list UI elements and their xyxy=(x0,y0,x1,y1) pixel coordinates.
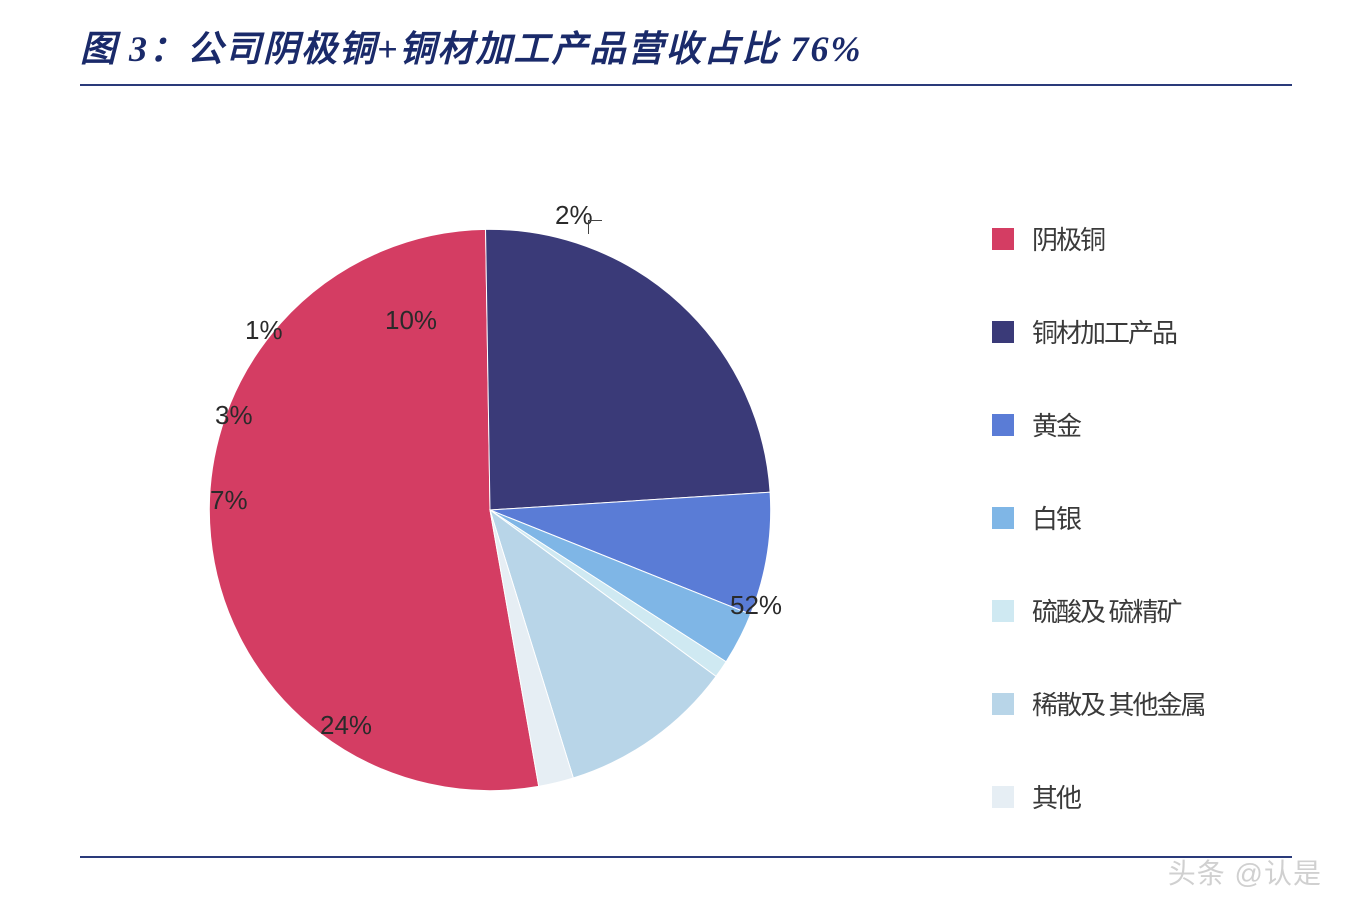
pie-chart: 52%24%7%3%1%10%2% xyxy=(190,210,790,810)
leader-line xyxy=(588,220,589,234)
leader-line xyxy=(588,220,602,221)
legend: 阴极铜铜材加工产品黄金白银硫酸及 硫精矿稀散及 其他金属其他 xyxy=(992,220,1262,871)
legend-item: 白银 xyxy=(992,499,1262,536)
legend-swatch xyxy=(992,507,1014,529)
title-bar: 图 3：公司阴极铜+铜材加工产品营收占比 76% xyxy=(80,20,1292,86)
legend-item: 稀散及 其他金属 xyxy=(992,685,1262,722)
pie-slice xyxy=(486,229,771,510)
slice-pct-label: 10% xyxy=(385,305,437,336)
legend-label: 白银 xyxy=(1032,499,1080,536)
chart-area: 52% 24% 7% 3% 1% 10% 2% 阴极铜铜材加工产品黄金白银硫酸及 硫精矿稀散… xyxy=(0,120,1352,840)
legend-item: 其他 xyxy=(992,778,1262,815)
slice-pct-label: 2% xyxy=(555,200,593,231)
slice-pct-label: 24% xyxy=(320,710,372,741)
legend-label: 黄金 xyxy=(1032,406,1080,443)
pie-svg xyxy=(190,210,790,810)
legend-swatch xyxy=(992,228,1014,250)
legend-swatch xyxy=(992,693,1014,715)
legend-label: 铜材加工产品 xyxy=(1032,313,1176,350)
legend-swatch xyxy=(992,414,1014,436)
slice-pct-label: 52% xyxy=(730,590,782,621)
watermark: 头条 @认是 xyxy=(1168,852,1322,892)
legend-label: 其他 xyxy=(1032,778,1080,815)
bottom-rule xyxy=(80,856,1292,858)
legend-item: 黄金 xyxy=(992,406,1262,443)
legend-swatch xyxy=(992,321,1014,343)
figure-title: 图 3：公司阴极铜+铜材加工产品营收占比 76% xyxy=(80,29,863,69)
legend-label: 硫酸及 硫精矿 xyxy=(1032,592,1181,629)
legend-swatch xyxy=(992,786,1014,808)
legend-label: 稀散及 其他金属 xyxy=(1032,685,1205,722)
legend-label: 阴极铜 xyxy=(1032,220,1104,257)
figure-container: 图 3：公司阴极铜+铜材加工产品营收占比 76% 52% 24% 7% 3% 1% 10%… xyxy=(0,0,1352,898)
legend-swatch xyxy=(992,600,1014,622)
legend-item: 硫酸及 硫精矿 xyxy=(992,592,1262,629)
slice-pct-label: 1% xyxy=(245,315,283,346)
legend-item: 阴极铜 xyxy=(992,220,1262,257)
slice-pct-label: 7% xyxy=(210,485,248,516)
slice-pct-label: 3% xyxy=(215,400,253,431)
legend-item: 铜材加工产品 xyxy=(992,313,1262,350)
